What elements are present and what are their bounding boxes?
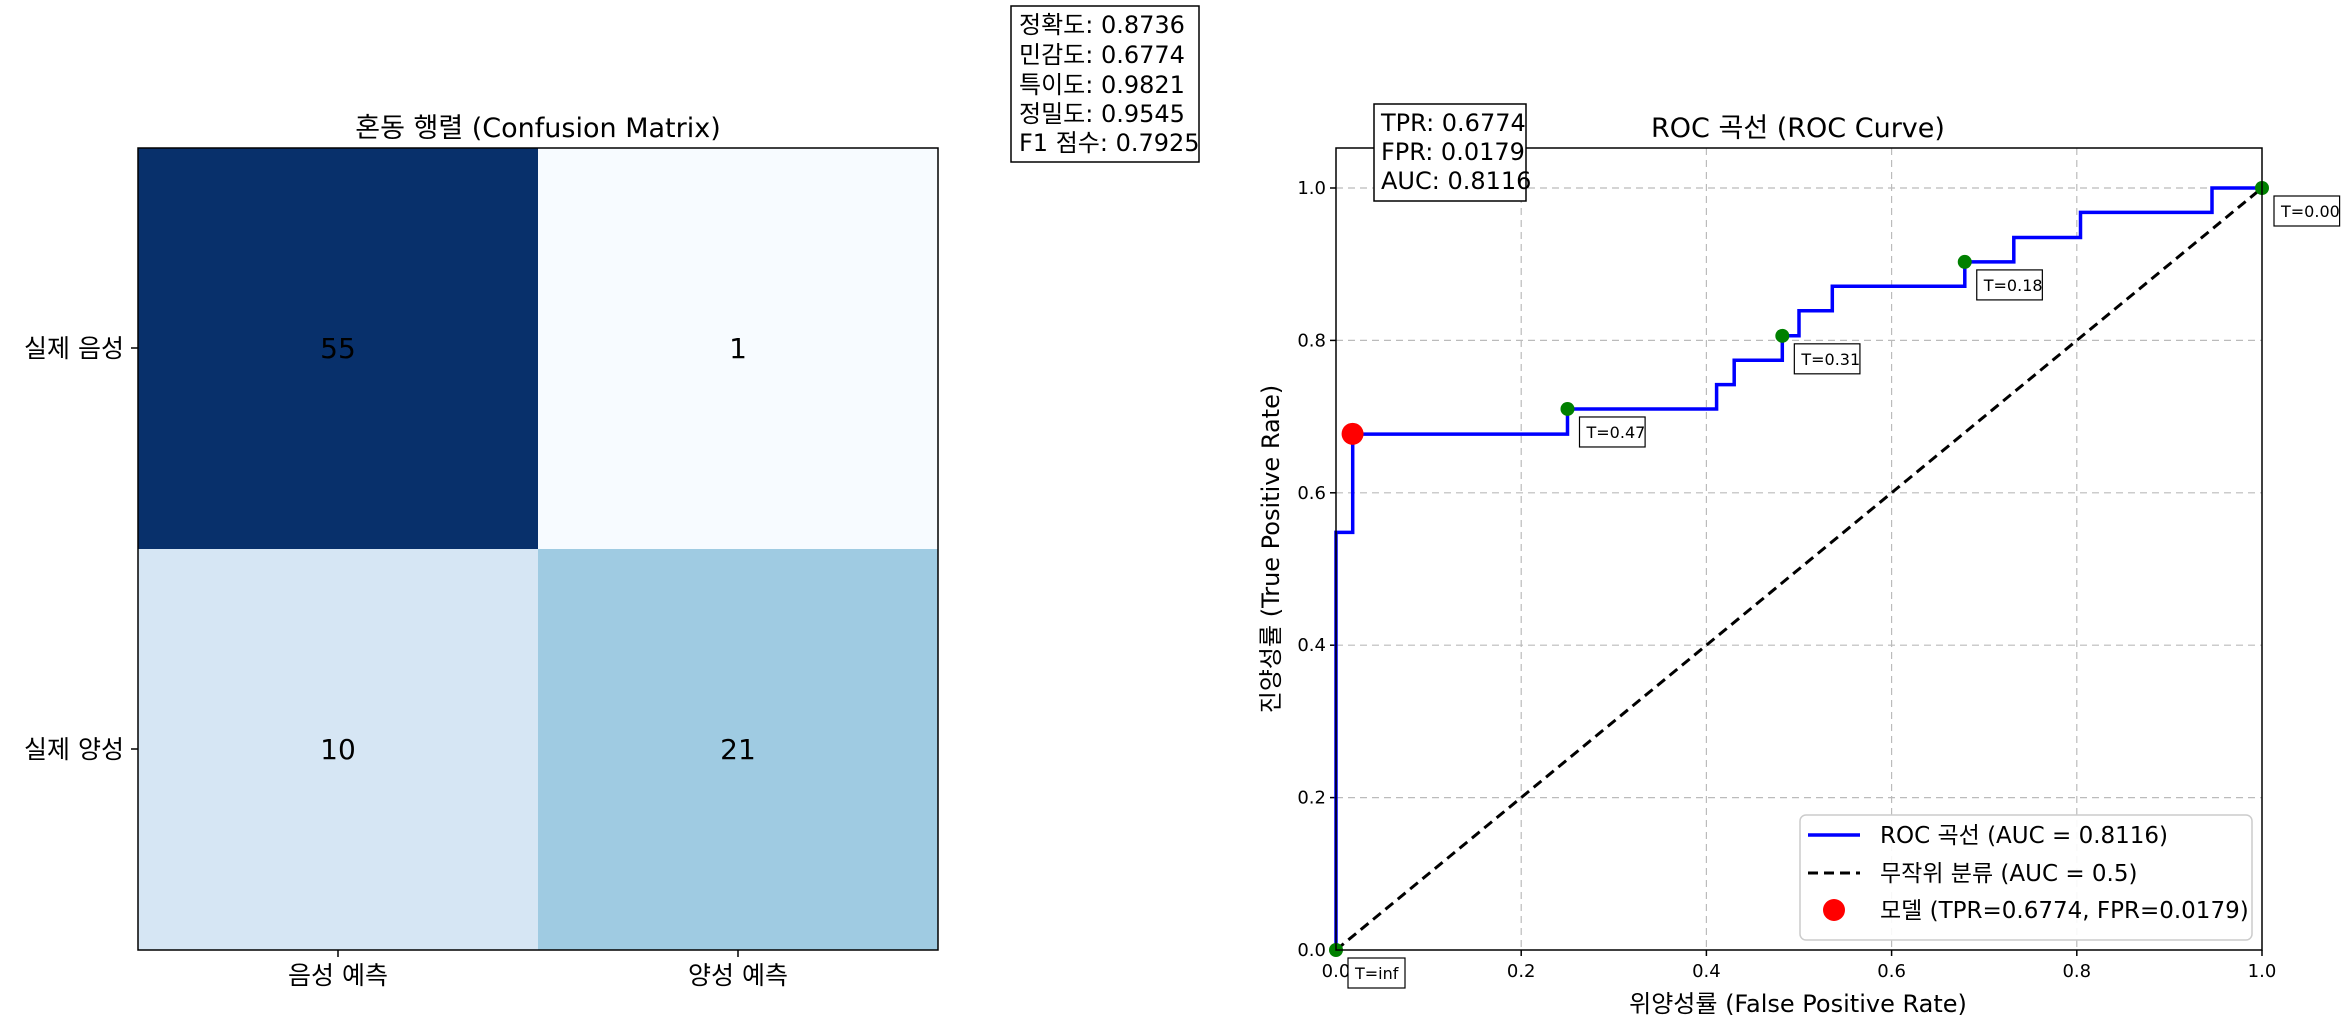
cm-cell-actual-pos-pred-pos: [538, 549, 938, 950]
threshold-label-box: [1976, 269, 2043, 301]
metric-precision: 정밀도: 0.9545: [1019, 100, 1185, 128]
confusion-matrix-panel: 혼동 행렬 (Confusion Matrix) 55 1 10 21 실제 음…: [24, 113, 939, 990]
threshold-label: T=0.18: [1983, 276, 2043, 295]
roc-curve-line: [1334, 186, 2262, 950]
x-tick-label: 0.8: [2062, 961, 2091, 982]
roc-grid: [1336, 148, 2262, 950]
roc-info-box: TPR: 0.6774 FPR: 0.0179 AUC: 0.8116: [1373, 103, 1531, 202]
roc-ticks: 0.0 0.2 0.4 0.6 0.8 1.0 0.0 0.2 0.4 0.6 0.8 1.0: [1297, 178, 2276, 982]
threshold-label-box: [1793, 343, 1861, 375]
legend-label-model: 모델 (TPR=0.6774, FPR=0.0179): [1880, 898, 2249, 924]
y-tick-label: 0.0: [1297, 940, 1326, 961]
roc-info-box-frame: [1373, 103, 1527, 202]
cm-frame: [137, 147, 939, 951]
legend-label-random: 무작위 분류 (AUC = 0.5): [1880, 861, 2137, 887]
roc-legend: ROC 곡선 (AUC = 0.8116) 무작위 분류 (AUC = 0.5)…: [1799, 814, 2253, 941]
roc-xlabel: 위양성률 (False Positive Rate): [1629, 990, 1967, 1018]
threshold-point: [1957, 254, 1972, 269]
y-tick-label: 1.0: [1297, 178, 1326, 199]
info-auc: AUC: 0.8116: [1381, 167, 1531, 195]
x-tick-label: 0.2: [1507, 961, 1536, 982]
metric-accuracy: 정확도: 0.8736: [1019, 11, 1185, 39]
legend-swatch-model: [1823, 899, 1845, 921]
threshold-label: T=0.47: [1586, 423, 1646, 442]
x-tick-label: 1.0: [2248, 961, 2277, 982]
cm-row-label: 실제 양성: [24, 735, 124, 764]
info-tpr: TPR: 0.6774: [1380, 109, 1526, 137]
cm-cell-actual-pos-pred-neg: [138, 549, 538, 950]
metrics-box-frame: [1010, 5, 1200, 163]
legend-label-roc: ROC 곡선 (AUC = 0.8116): [1880, 823, 2168, 849]
info-fpr: FPR: 0.0179: [1381, 138, 1525, 166]
cm-value-actual-pos-pred-pos: 21: [720, 733, 756, 766]
y-tick-label: 0.2: [1297, 788, 1326, 809]
y-tick-label: 0.6: [1297, 483, 1326, 504]
cm-value-actual-pos-pred-neg: 10: [320, 733, 356, 766]
cm-cell-actual-neg-pred-neg: [138, 148, 538, 549]
x-tick-label: 0.4: [1692, 961, 1721, 982]
metric-f1: F1 점수: 0.7925: [1019, 129, 1200, 157]
threshold-label-box: [2273, 195, 2341, 227]
threshold-label: T=0.00: [2280, 202, 2340, 221]
x-tick-label: 0.6: [1877, 961, 1906, 982]
x-tick-label: 0.0: [1322, 961, 1351, 982]
metrics-box: 정확도: 0.8736 민감도: 0.6774 특이도: 0.9821 정밀도:…: [1010, 5, 1200, 163]
roc-ylabel: 진양성률 (True Positive Rate): [1257, 385, 1285, 713]
y-tick-label: 0.8: [1297, 330, 1326, 351]
cm-row-label: 실제 음성: [24, 334, 124, 363]
y-tick-label: 0.4: [1297, 635, 1326, 656]
random-classifier-line: [1335, 186, 2263, 952]
threshold-point: [1560, 401, 1575, 416]
cm-col-label: 음성 예측: [288, 961, 388, 990]
metric-specificity: 특이도: 0.9821: [1019, 71, 1185, 99]
metric-sensitivity: 민감도: 0.6774: [1019, 41, 1185, 69]
cm-value-actual-neg-pred-neg: 55: [320, 332, 356, 365]
legend-frame: [1799, 814, 2253, 941]
cm-col-label: 양성 예측: [688, 961, 788, 990]
threshold-point: [1775, 328, 1790, 343]
roc-panel: ROC 곡선 (ROC Curve) 0.0 0.2 0.4 0.6 0.8 1.00.0…: [1257, 103, 2341, 1018]
threshold-label: T=inf: [1354, 964, 1399, 983]
roc-frame: [1335, 147, 2263, 951]
cm-title: 혼동 행렬 (Confusion Matrix): [355, 113, 720, 144]
model-operating-point: [1341, 422, 1364, 445]
threshold-label-box: [1347, 957, 1406, 989]
threshold-label-box: [1578, 416, 1646, 448]
threshold-annotations: T=inf T=0.47 T=0.31 T=0.18 T=0.00: [1329, 181, 2341, 989]
cm-cell-actual-neg-pred-pos: [538, 148, 938, 549]
cm-value-actual-neg-pred-pos: 1: [729, 332, 747, 365]
roc-title: ROC 곡선 (ROC Curve): [1651, 113, 1945, 144]
threshold-label: T=0.31: [1800, 350, 1860, 369]
